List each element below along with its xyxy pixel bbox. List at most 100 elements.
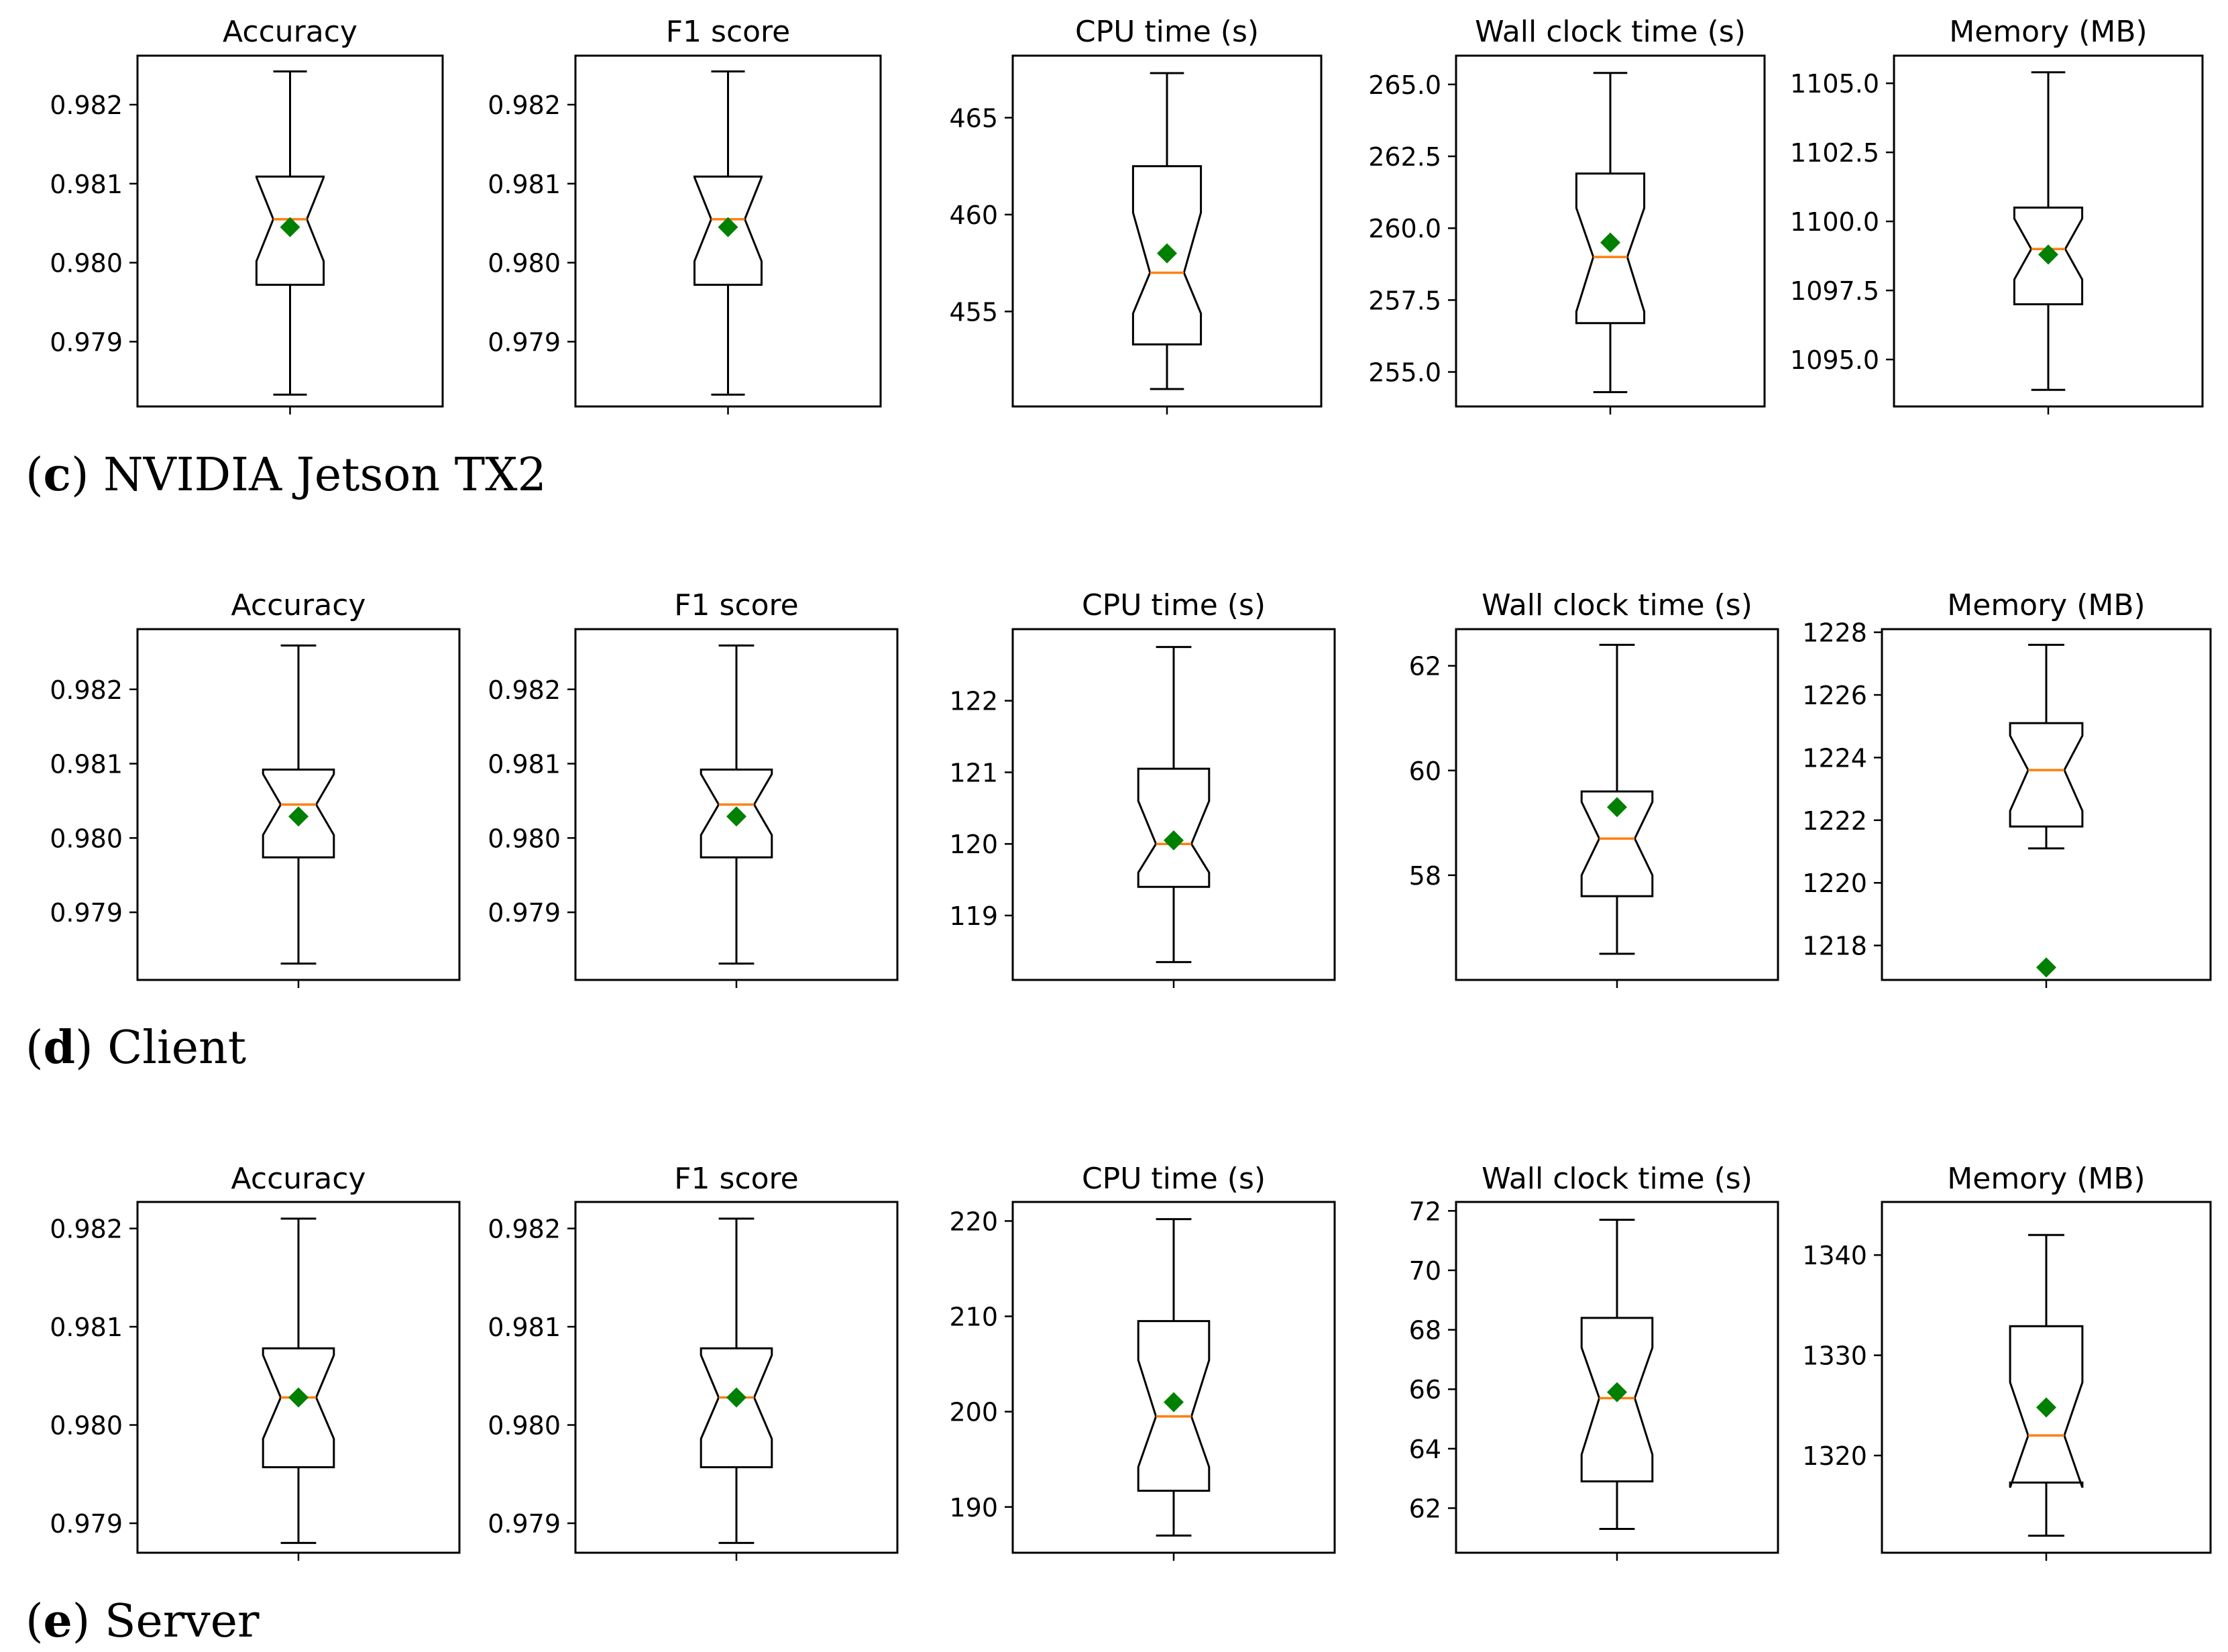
panel-c-cpu-time-s: CPU time (s) 455 460 465 bbox=[949, 15, 1323, 415]
y-tick-label: 0.982 bbox=[50, 1215, 123, 1244]
y-tick-label: 265.0 bbox=[1368, 70, 1441, 100]
panel-title: F1 score bbox=[674, 588, 799, 622]
notched-box bbox=[2009, 722, 2084, 828]
caption-text: Server bbox=[105, 1595, 260, 1648]
panel-title: Memory (MB) bbox=[1947, 588, 2145, 622]
y-tick-label: 0.979 bbox=[50, 898, 123, 928]
caption-text: NVIDIA Jetson TX2 bbox=[103, 449, 547, 502]
y-tick-label: 68 bbox=[1409, 1316, 1441, 1345]
y-tick-label: 200 bbox=[949, 1398, 998, 1427]
panel-title: CPU time (s) bbox=[1075, 15, 1259, 49]
y-tick-label: 0.979 bbox=[50, 1509, 123, 1539]
y-tick-label: 190 bbox=[949, 1493, 998, 1523]
y-tick-label: 0.980 bbox=[50, 249, 123, 278]
y-tick-label: 0.980 bbox=[488, 824, 561, 853]
y-tick-label: 1100.0 bbox=[1790, 207, 1879, 237]
plot-frame bbox=[1455, 54, 1766, 408]
mean-marker bbox=[726, 1387, 746, 1408]
panel-e-cpu-time-s: CPU time (s) 190 200 210 220 bbox=[949, 1162, 1336, 1561]
panel-title: F1 score bbox=[666, 15, 791, 49]
y-tick-label: 260.0 bbox=[1368, 214, 1441, 243]
y-tick-label: 0.982 bbox=[488, 91, 561, 120]
y-tick-label: 1218 bbox=[1802, 932, 1867, 961]
y-tick-label: 210 bbox=[949, 1303, 998, 1332]
y-tick-label: 1224 bbox=[1802, 743, 1867, 773]
panel-d-cpu-time-s: CPU time (s) 119 120 121 122 bbox=[949, 588, 1336, 988]
caption-letter: c bbox=[44, 448, 71, 502]
notched-box bbox=[2013, 207, 2084, 306]
plot-frame bbox=[574, 1201, 899, 1554]
notched-box bbox=[1137, 1320, 1211, 1492]
plot-frame bbox=[1455, 628, 1779, 981]
y-tick-label: 0.981 bbox=[50, 750, 123, 779]
y-tick-label: 0.982 bbox=[50, 91, 123, 120]
panel-title: Wall clock time (s) bbox=[1482, 1162, 1752, 1196]
plot-frame bbox=[1011, 54, 1323, 408]
y-tick-label: 62 bbox=[1409, 1494, 1441, 1524]
y-tick-label: 262.5 bbox=[1368, 142, 1441, 172]
y-tick-label: 1340 bbox=[1802, 1241, 1867, 1270]
panel-d-memory-mb: Memory (MB) 1218 1220 1222 1224 1226 1228 bbox=[1802, 588, 2212, 988]
y-tick-label: 0.980 bbox=[488, 249, 561, 278]
row-caption: (c) NVIDIA Jetson TX2 bbox=[25, 448, 547, 502]
caption-text: Client bbox=[107, 1022, 246, 1075]
y-tick-label: 455 bbox=[949, 297, 998, 327]
caption-letter: d bbox=[44, 1021, 76, 1075]
mean-marker bbox=[1607, 797, 1627, 818]
panel-c-accuracy: Accuracy 0.979 0.980 0.981 0.982 bbox=[50, 15, 444, 415]
y-tick-label: 0.982 bbox=[488, 675, 561, 705]
y-tick-label: 460 bbox=[949, 201, 998, 230]
plot-frame bbox=[136, 54, 444, 408]
notched-box bbox=[1580, 1317, 1654, 1483]
panel-title: CPU time (s) bbox=[1082, 1162, 1266, 1196]
y-tick-label: 1226 bbox=[1802, 681, 1867, 710]
plot-frame bbox=[1455, 1201, 1779, 1554]
mean-marker bbox=[2036, 957, 2056, 978]
panel-e-memory-mb: Memory (MB) 1320 1330 1340 bbox=[1802, 1162, 2212, 1561]
mean-marker bbox=[2036, 1397, 2056, 1418]
panel-title: Memory (MB) bbox=[1947, 1162, 2145, 1196]
panel-d-wall-clock-time-s: Wall clock time (s) 58 60 62 bbox=[1409, 588, 1779, 988]
y-tick-label: 1102.5 bbox=[1790, 138, 1879, 168]
y-tick-label: 0.980 bbox=[50, 824, 123, 853]
notched-box bbox=[1580, 790, 1654, 897]
y-tick-label: 0.981 bbox=[50, 170, 123, 199]
panel-title: Memory (MB) bbox=[1949, 15, 2147, 49]
y-tick-label: 0.980 bbox=[50, 1411, 123, 1441]
panel-c-wall-clock-time-s: Wall clock time (s) 255.0 257.5 260.0 262.5 2… bbox=[1368, 15, 1766, 415]
plot-frame bbox=[1011, 1201, 1336, 1554]
y-tick-label: 255.0 bbox=[1368, 358, 1441, 388]
y-tick-label: 1228 bbox=[1802, 618, 1867, 648]
y-tick-label: 70 bbox=[1409, 1256, 1441, 1286]
notched-box bbox=[255, 175, 325, 286]
mean-marker bbox=[1164, 830, 1184, 850]
y-tick-label: 72 bbox=[1409, 1197, 1441, 1226]
panel-row-d: Accuracy 0.979 0.980 0.981 0.982 F1 score 0.97… bbox=[25, 588, 2212, 1075]
y-tick-label: 0.979 bbox=[50, 327, 123, 357]
panel-d-f1-score: F1 score 0.979 0.980 0.981 0.982 bbox=[488, 588, 899, 988]
notched-box bbox=[1137, 767, 1211, 888]
notched-box bbox=[262, 768, 335, 859]
y-tick-label: 0.982 bbox=[50, 675, 123, 705]
mean-marker bbox=[718, 217, 738, 237]
panel-title: Wall clock time (s) bbox=[1482, 588, 1752, 622]
notched-box bbox=[2009, 1325, 2084, 1488]
mean-marker bbox=[2038, 244, 2058, 265]
panel-c-f1-score: F1 score 0.979 0.980 0.981 0.982 bbox=[488, 15, 882, 415]
plot-frame bbox=[574, 54, 882, 408]
panel-c-memory-mb: Memory (MB) 1095.0 1097.5 1100.0 1102.5 1105.… bbox=[1790, 15, 2204, 415]
mean-marker bbox=[726, 806, 746, 827]
plot-frame bbox=[136, 628, 461, 981]
panel-d-accuracy: Accuracy 0.979 0.980 0.981 0.982 bbox=[50, 588, 461, 988]
y-tick-label: 60 bbox=[1409, 757, 1441, 786]
y-tick-label: 121 bbox=[949, 758, 998, 787]
panel-title: Wall clock time (s) bbox=[1475, 15, 1746, 49]
y-tick-label: 122 bbox=[949, 687, 998, 716]
notched-box bbox=[700, 768, 773, 859]
y-tick-label: 0.979 bbox=[488, 1509, 561, 1539]
mean-marker bbox=[1164, 1392, 1184, 1413]
panel-title: CPU time (s) bbox=[1082, 588, 1266, 622]
panel-title: F1 score bbox=[674, 1162, 799, 1196]
notched-box bbox=[262, 1347, 335, 1468]
